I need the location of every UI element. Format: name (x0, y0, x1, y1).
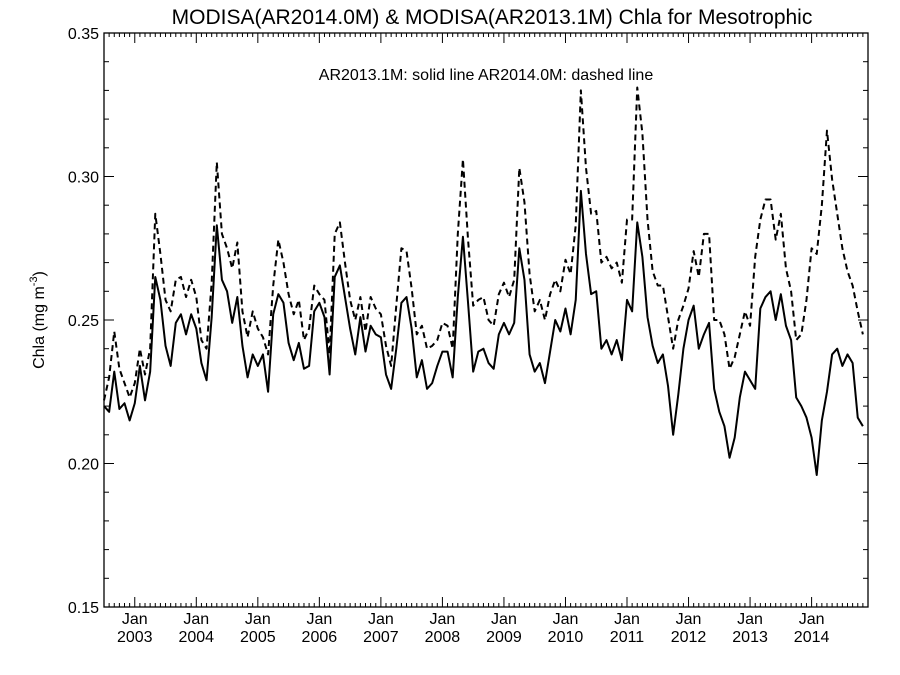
x-tick-month-label: Jan (614, 611, 640, 628)
x-tick-month-label: Jan (553, 611, 579, 628)
plot-area: 0.150.200.250.300.35Jan2003Jan2004Jan200… (68, 26, 869, 646)
x-tick-year-label: 2013 (732, 629, 768, 646)
x-tick-month-label: Jan (245, 611, 271, 628)
x-tick-month-label: Jan (676, 611, 702, 628)
y-tick-label: 0.30 (68, 170, 99, 187)
x-tick-month-label: Jan (183, 611, 209, 628)
x-tick-year-label: 2004 (178, 629, 214, 646)
x-tick-month-label: Jan (737, 611, 763, 628)
x-tick-month-label: Jan (799, 611, 825, 628)
x-tick-month-label: Jan (122, 611, 148, 628)
x-tick-year-label: 2011 (610, 629, 645, 646)
x-tick-month-label: Jan (368, 611, 394, 628)
y-axis-title-text: Chla (mg m (31, 286, 48, 369)
x-tick-year-label: 2003 (117, 629, 153, 646)
x-tick-month-label: Jan (430, 611, 456, 628)
y-tick-label: 0.25 (68, 313, 99, 330)
y-axis-title-superscript: -3 (28, 276, 40, 286)
y-axis-title: Chla (mg m-3) (28, 271, 48, 369)
legend-annotation: AR2013.1M: solid line AR2014.0M: dashed … (319, 67, 654, 84)
x-tick-year-label: 2006 (302, 629, 338, 646)
x-tick-year-label: 2012 (671, 629, 707, 646)
x-tick-year-label: 2005 (240, 629, 276, 646)
x-tick-year-label: 2010 (548, 629, 584, 646)
x-tick-year-label: 2014 (794, 629, 830, 646)
y-tick-label: 0.35 (68, 26, 99, 43)
y-axis-title-close: ) (31, 271, 48, 276)
x-tick-month-label: Jan (491, 611, 517, 628)
x-tick-year-label: 2007 (363, 629, 399, 646)
series-line-dashed (103, 86, 864, 401)
y-tick-label: 0.15 (68, 600, 99, 617)
x-tick-year-label: 2008 (425, 629, 461, 646)
series-line-solid (103, 189, 864, 476)
y-tick-label: 0.20 (68, 457, 99, 474)
x-tick-year-label: 2009 (486, 629, 522, 646)
plot-frame (103, 32, 869, 608)
chart-title: MODISA(AR2014.0M) & MODISA(AR2013.1M) Ch… (172, 6, 813, 29)
x-tick-month-label: Jan (306, 611, 332, 628)
